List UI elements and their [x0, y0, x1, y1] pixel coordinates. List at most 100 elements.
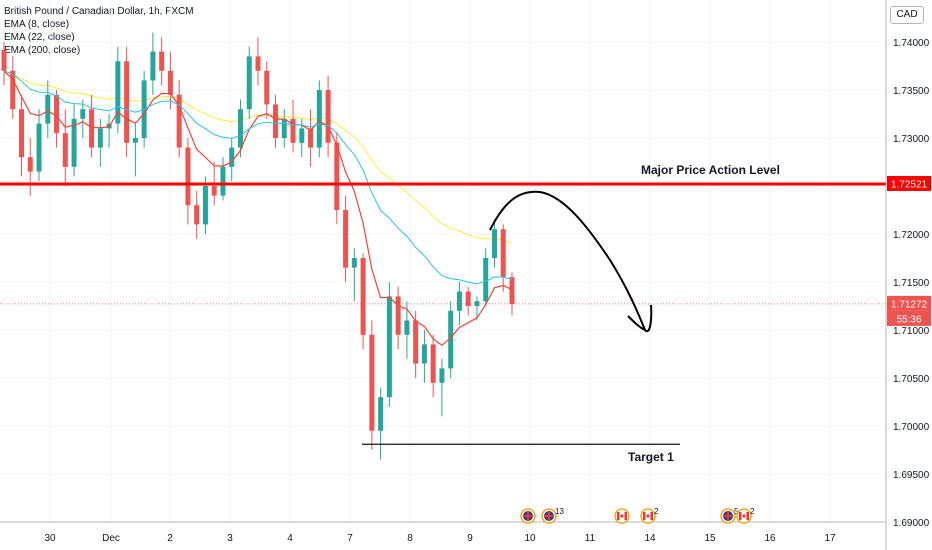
current-price-tag-text: 1.71272	[891, 299, 928, 310]
current-price-tag	[887, 295, 931, 311]
candle-body	[360, 258, 366, 335]
chart-legend: British Pound / Canadian Dollar, 1h, FXC…	[4, 5, 194, 57]
legend-ema200[interactable]: EMA (200, close)	[4, 45, 81, 56]
time-tick: 15	[704, 533, 716, 544]
candle-body	[316, 90, 322, 148]
event-ca-flag-icon[interactable]: 2	[640, 507, 659, 524]
event-ca-flag-icon[interactable]	[614, 508, 630, 524]
candle-body	[281, 118, 287, 138]
ema200-layer	[3, 72, 513, 244]
currency-button[interactable]: CAD	[890, 6, 924, 24]
time-tick: 7	[347, 533, 353, 544]
candle-body	[334, 142, 340, 210]
candle-body	[229, 147, 235, 167]
candle-body	[167, 70, 173, 95]
candle-body	[211, 186, 217, 196]
event-uk-flag-icon[interactable]	[520, 508, 536, 524]
candle-body	[150, 51, 156, 81]
candle-body	[500, 229, 506, 278]
candle-body	[395, 296, 401, 335]
candle-body	[1, 49, 7, 71]
candle-body	[290, 118, 296, 143]
candle-body	[474, 301, 480, 306]
candle-body	[62, 133, 68, 167]
economic-events: 13 2 5 2	[520, 507, 755, 524]
candle-body	[19, 109, 25, 158]
price-tick: 1.71000	[893, 326, 930, 337]
time-tick: 17	[824, 533, 836, 544]
price-tick: 1.69000	[893, 518, 930, 529]
time-tick: 2	[167, 533, 173, 544]
event-count: 2	[750, 507, 755, 516]
candle-body	[237, 109, 243, 148]
candle-body	[483, 258, 489, 302]
candle-body	[185, 147, 191, 206]
candle-body	[448, 310, 454, 369]
candle-body	[255, 56, 261, 71]
time-tick: 16	[764, 533, 776, 544]
price-tick: 1.74000	[893, 38, 930, 49]
level-price-tag-text: 1.72521	[891, 179, 928, 190]
price-tick: 1.70000	[893, 422, 930, 433]
level-annotation: Major Price Action Level	[641, 163, 780, 177]
candle-body	[343, 210, 349, 268]
ema8-line	[3, 70, 513, 347]
target-annotation: Target 1	[628, 450, 674, 464]
candle-body	[351, 258, 357, 268]
time-tick: 14	[644, 533, 656, 544]
candle-body	[202, 186, 208, 225]
candle-body	[220, 166, 226, 196]
candle-body	[456, 291, 462, 311]
time-tick: Dec	[102, 533, 120, 544]
time-tick: 10	[524, 533, 536, 544]
countdown-tag	[887, 310, 931, 326]
price-tick: 1.72000	[893, 230, 930, 241]
event-uk-flag-icon[interactable]: 13	[541, 507, 564, 524]
price-tick: 1.73500	[893, 86, 930, 97]
candle-body	[386, 296, 392, 398]
price-tick: 1.73000	[893, 134, 930, 145]
event-count: 5	[734, 507, 739, 516]
candle-body	[80, 109, 86, 119]
candle-body	[430, 344, 436, 383]
candle-body	[465, 291, 471, 306]
candle-body	[299, 128, 305, 143]
candle-body	[54, 94, 60, 134]
candle-body	[439, 368, 445, 383]
candle-body	[89, 109, 95, 148]
time-tick: 4	[287, 533, 293, 544]
candle-body	[97, 128, 103, 148]
projection-arrow[interactable]	[489, 190, 653, 333]
time-tick: 9	[467, 533, 473, 544]
candles	[1, 32, 515, 460]
candle-body	[159, 51, 165, 71]
candle-body	[308, 128, 314, 148]
candle-body	[369, 334, 375, 431]
event-uk-flag-icon[interactable]: 5	[720, 507, 739, 524]
candle-body	[45, 94, 51, 124]
time-tick: 3	[227, 533, 233, 544]
candle-body	[325, 90, 331, 143]
time-tick: 11	[585, 533, 596, 544]
candle-body	[273, 104, 279, 138]
candle-body	[509, 277, 515, 305]
candle-body	[264, 70, 270, 105]
event-count: 2	[654, 507, 659, 516]
candle-body	[27, 157, 33, 172]
candle-body	[404, 320, 410, 335]
ema22-line	[3, 70, 513, 285]
legend-ema8[interactable]: EMA (8, close)	[4, 19, 70, 30]
ema200-line	[3, 72, 513, 244]
countdown-tag-text: 55:36	[896, 314, 921, 325]
price-tick: 1.70500	[893, 374, 930, 385]
legend-ema22[interactable]: EMA (22, close)	[4, 32, 75, 43]
candle-body	[132, 138, 138, 143]
candle-body	[71, 118, 77, 167]
event-count: 13	[555, 507, 564, 516]
symbol-title[interactable]: British Pound / Canadian Dollar, 1h, FXC…	[4, 6, 194, 17]
time-tick: 8	[407, 533, 413, 544]
candle-body	[378, 397, 384, 431]
event-ca-flag-icon[interactable]: 2	[736, 507, 755, 524]
candle-body	[246, 56, 252, 110]
